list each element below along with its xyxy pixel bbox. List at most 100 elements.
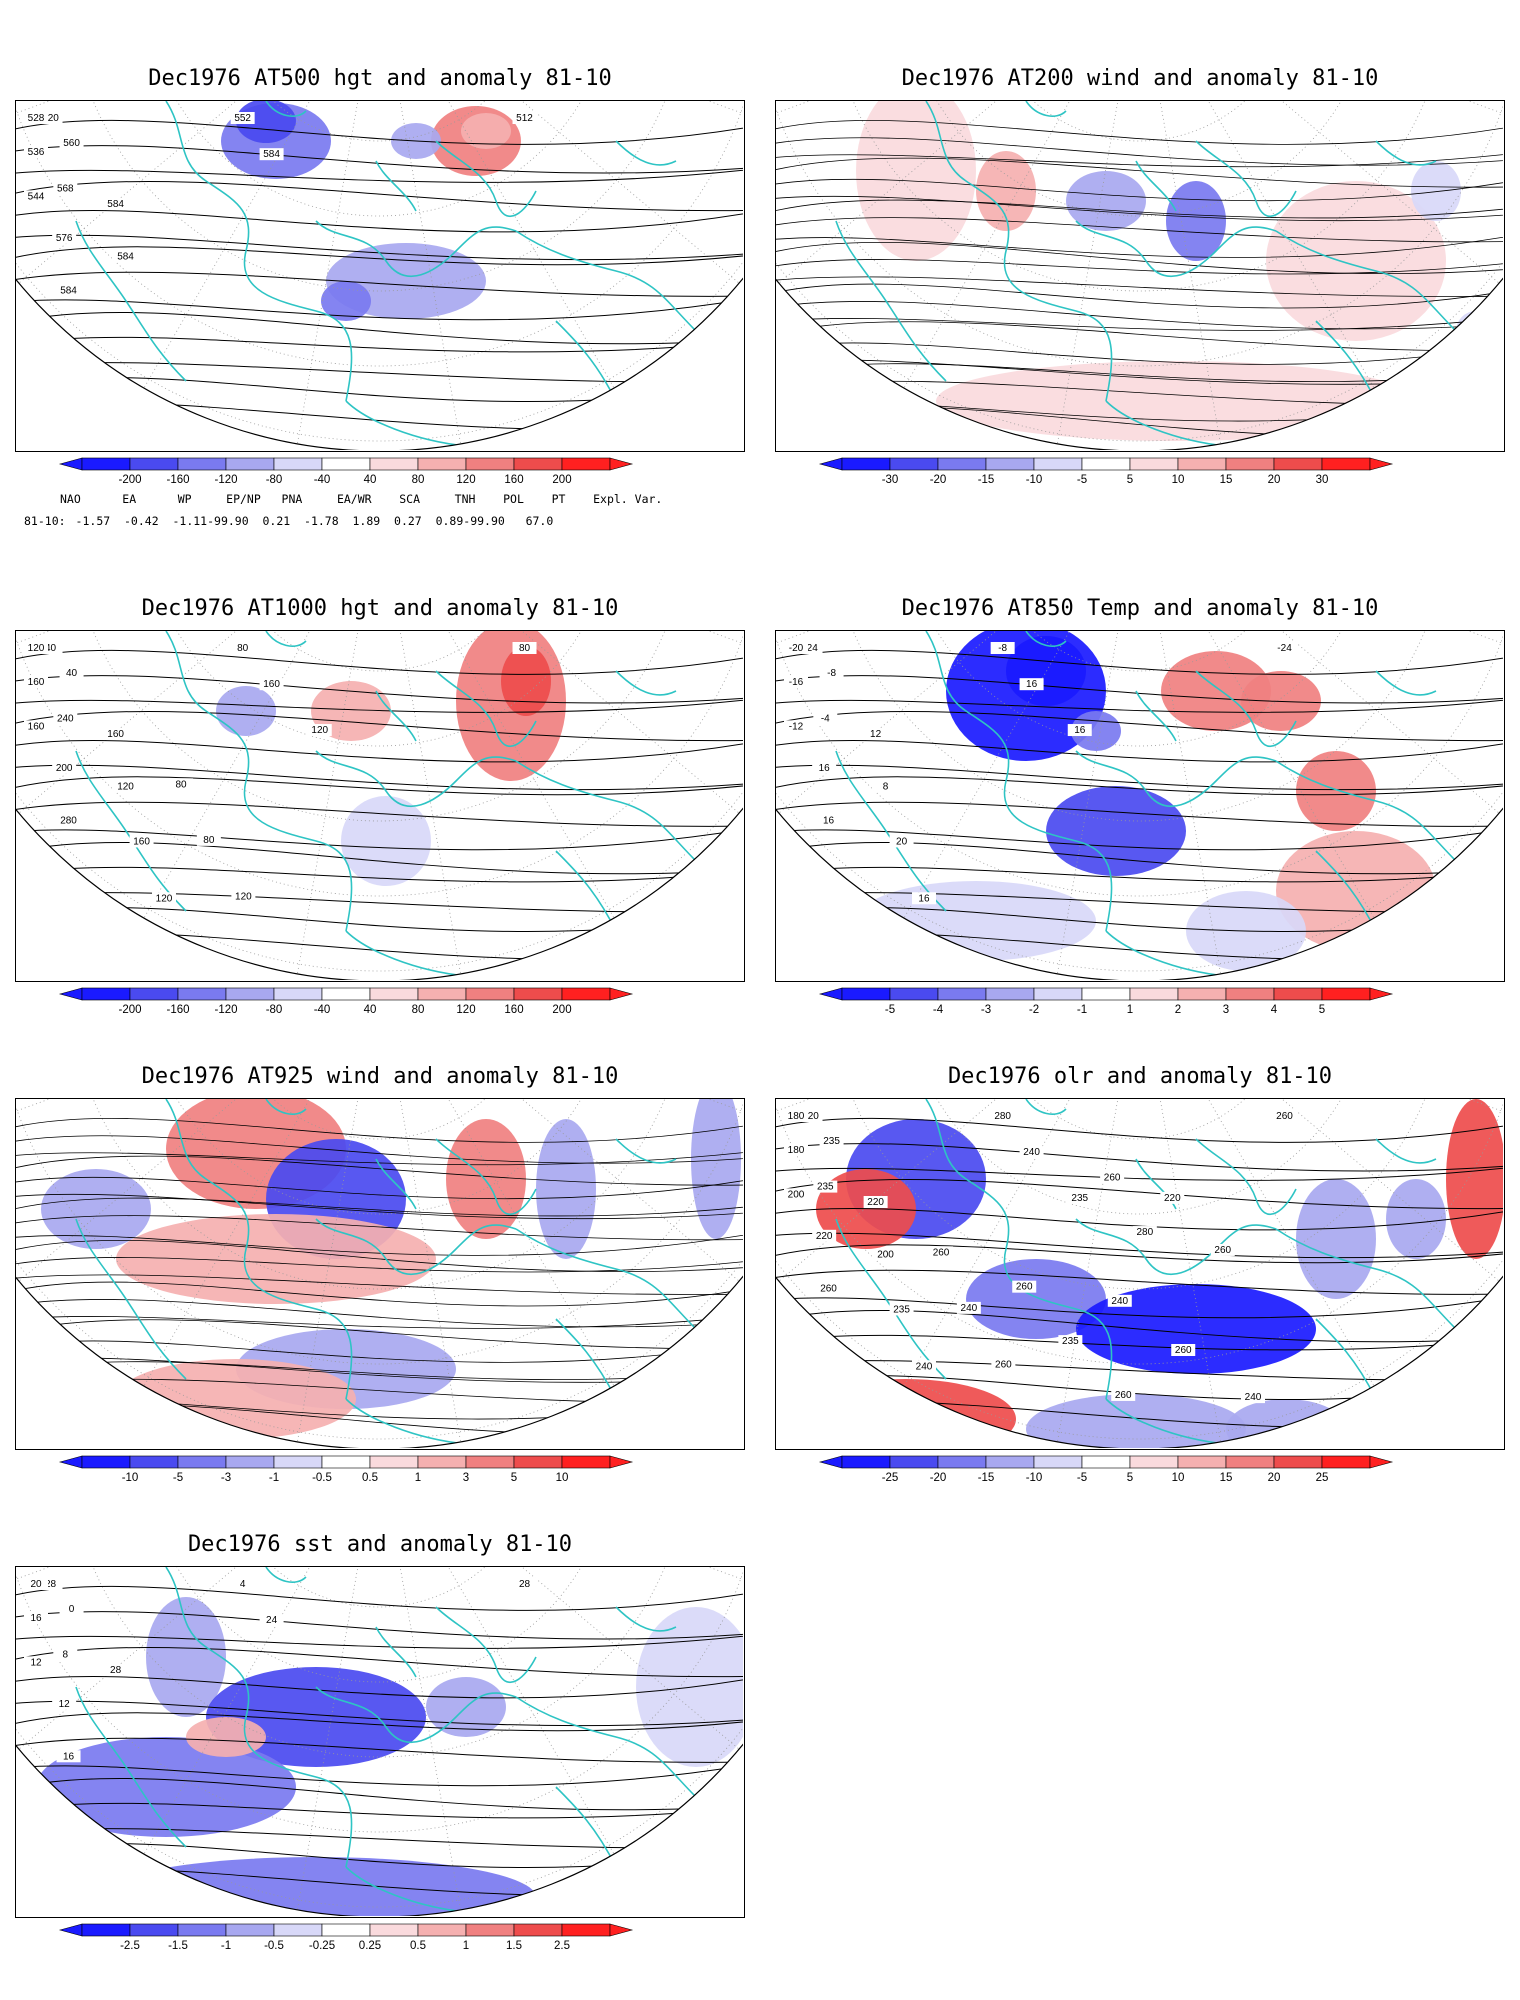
contour-label: 240 [916, 1361, 933, 1372]
colorbar-arrow-left [818, 457, 843, 471]
colorbar-tick-label: -3 [981, 1004, 991, 1016]
contour-label: 235 [1062, 1336, 1079, 1347]
colorbar-swatch [273, 457, 323, 471]
coastline [1275, 760, 1457, 862]
anomaly-shading [1296, 1179, 1376, 1299]
contour-label: -8 [998, 643, 1007, 654]
streamline [16, 1239, 743, 1273]
contour-line [16, 826, 743, 851]
anomaly-shading [1026, 1394, 1246, 1448]
colorbar-tick-label: 5 [1319, 1004, 1325, 1016]
colorbar-swatch [937, 987, 987, 1001]
colorbar-tick-label: 15 [1220, 1472, 1233, 1484]
anomaly-shading [1046, 786, 1186, 876]
contour-line [16, 776, 743, 796]
contour-line [776, 776, 1503, 796]
coastline [345, 930, 467, 977]
colorbar-swatch [841, 1455, 891, 1469]
colorbar-tick-label: 2 [1175, 1004, 1181, 1016]
panel-title: Dec1976 AT850 Temp and anomaly 81-10 [901, 596, 1379, 621]
anomaly-shading [536, 1119, 596, 1259]
contour-line [16, 168, 743, 183]
colorbar-swatch [1177, 987, 1227, 1001]
colorbar-swatch [1225, 457, 1275, 471]
contour-label: 160 [263, 679, 280, 690]
colorbar-swatch [369, 457, 419, 471]
contour-label: 8 [883, 782, 889, 793]
coastline [165, 101, 353, 402]
colorbar-swatch [81, 1923, 131, 1937]
contour-label: 584 [117, 252, 134, 263]
contour-label: 235 [1071, 1193, 1088, 1204]
contour-label: 560 [63, 138, 80, 149]
colorbar: -25 -20 -15 -10 -5 5 10 15 20 25 [818, 1455, 1460, 1492]
colorbar-tick-label: 1.5 [506, 1940, 522, 1952]
contour-label: 8 [63, 1650, 69, 1661]
contour-label: -16 [789, 677, 804, 688]
contour-label: 528 [28, 113, 45, 124]
coastline [1025, 631, 1067, 647]
colorbar-tick-label: 0.25 [359, 1940, 381, 1952]
colorbar-tick-label: -200 [118, 474, 141, 486]
colorbar-swatch [889, 987, 939, 1001]
colorbar-tick-label: -40 [314, 1004, 331, 1016]
colorbar-tick-label: -10 [1026, 1472, 1043, 1484]
contour-label: 40 [45, 643, 57, 654]
colorbar-tick-label: 5 [1127, 474, 1133, 486]
contour-line [776, 1244, 1503, 1264]
colorbar-tick-label: -1 [1077, 1004, 1087, 1016]
contour-label: 4 [240, 1579, 246, 1590]
contour-line [16, 402, 743, 431]
colorbar-swatch [321, 987, 371, 1001]
colorbar-arrow-left [58, 1923, 83, 1937]
contour-line [16, 1585, 743, 1611]
streamline [776, 178, 1503, 202]
contour-label: 120 [28, 643, 45, 654]
anomaly-shading [1386, 1179, 1446, 1259]
streamline [776, 276, 1503, 297]
colorbar-swatch [513, 457, 563, 471]
streamline [16, 1193, 743, 1220]
contour-line [16, 932, 743, 961]
contour-line [776, 1309, 1503, 1343]
coastline [615, 1606, 677, 1632]
contour-line [16, 1777, 743, 1811]
contour-label: 235 [893, 1304, 910, 1315]
map-at925-wind [15, 1098, 745, 1450]
colorbar-swatch [513, 1455, 563, 1469]
contour-label: 260 [1175, 1345, 1192, 1356]
contour-line [776, 907, 1503, 933]
colorbar-tick-label: 160 [504, 1004, 523, 1016]
contour-label: 220 [1164, 1193, 1181, 1204]
anomaly-shading [501, 646, 551, 716]
contour-label: 160 [28, 677, 45, 688]
anomaly-shading [796, 1379, 1016, 1448]
coastline [555, 1786, 657, 1913]
contour-line [16, 145, 743, 174]
streamline [776, 195, 1503, 222]
contour-label: 160 [107, 729, 124, 740]
colorbar-tick-label: -15 [978, 474, 995, 486]
index-row: 81-10: -1.57 -0.42 -1.11-99.90 0.21 -1.78… [24, 514, 553, 528]
colorbar-tick-label: 1 [463, 1940, 469, 1952]
colorbar-swatch [561, 987, 611, 1001]
colorbar-tick-label: -5 [1077, 1472, 1087, 1484]
coastline [925, 101, 1113, 402]
streamline [16, 1118, 743, 1143]
contour-line [16, 1737, 743, 1763]
colorbar-tick-label: -0.5 [264, 1940, 284, 1952]
contour-label: 28 [45, 1579, 57, 1590]
panel-title: Dec1976 olr and anomaly 81-10 [947, 1064, 1333, 1089]
colorbar-tick-label: -15 [978, 1472, 995, 1484]
colorbar-tick-label: 2.5 [554, 1940, 570, 1952]
colorbar-tick-label: 40 [364, 1004, 377, 1016]
contour-label: 120 [156, 893, 173, 904]
anomaly-shading [1266, 181, 1446, 341]
streamline [16, 1281, 743, 1307]
colorbar-tick-label: 25 [1316, 1472, 1329, 1484]
colorbar-swatch [937, 457, 987, 471]
colorbar-swatch [1081, 987, 1131, 1001]
coastline [835, 220, 947, 382]
